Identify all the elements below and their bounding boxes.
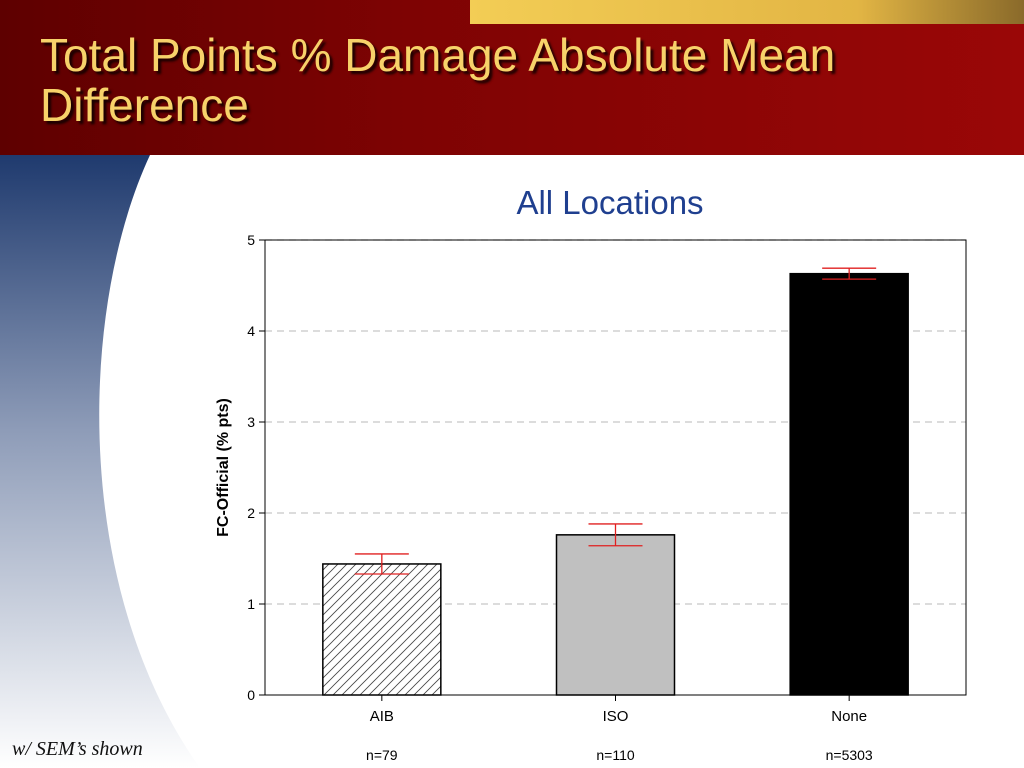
y-axis-label: FC-Official (% pts) xyxy=(215,398,232,537)
error-bars-group xyxy=(354,267,877,575)
y-tick-label: 3 xyxy=(247,414,255,430)
slide-title: Total Points % Damage Absolute Mean Diff… xyxy=(40,29,836,131)
y-tick-label: 4 xyxy=(247,323,255,339)
y-tick-label: 2 xyxy=(247,505,255,521)
slide-header xyxy=(0,0,1024,155)
bar-chart: All Locations 0 1 2 3 4 5 AIB n=79 ISO n=110 None… xyxy=(215,184,967,763)
x-tick-label: AIB xyxy=(370,708,394,725)
y-tick-label: 5 xyxy=(247,232,255,248)
left-swoosh-decoration xyxy=(0,155,200,768)
header-accent-strip xyxy=(470,0,1024,24)
x-tick-label: ISO xyxy=(603,708,629,725)
y-tick-label: 0 xyxy=(247,687,255,703)
footnote: w/ SEM’s shown xyxy=(12,738,143,760)
error-bar-iso xyxy=(588,523,643,547)
bar-none xyxy=(789,272,909,696)
bar-iso xyxy=(555,534,676,696)
chart-title: All Locations xyxy=(516,184,703,221)
x-tick-label: None xyxy=(831,708,867,725)
sample-size-label: n=5303 xyxy=(826,747,873,763)
y-axis: 0 1 2 3 4 5 xyxy=(247,232,265,703)
sample-size-label: n=79 xyxy=(366,747,398,763)
error-bar-aib xyxy=(354,553,409,575)
bar-aib xyxy=(322,563,442,696)
bars-group xyxy=(322,272,909,696)
y-tick-label: 1 xyxy=(247,596,255,612)
error-bar-none xyxy=(822,267,877,280)
x-axis: AIB n=79 ISO n=110 None n=5303 xyxy=(366,695,873,763)
sample-size-label: n=110 xyxy=(596,747,634,763)
